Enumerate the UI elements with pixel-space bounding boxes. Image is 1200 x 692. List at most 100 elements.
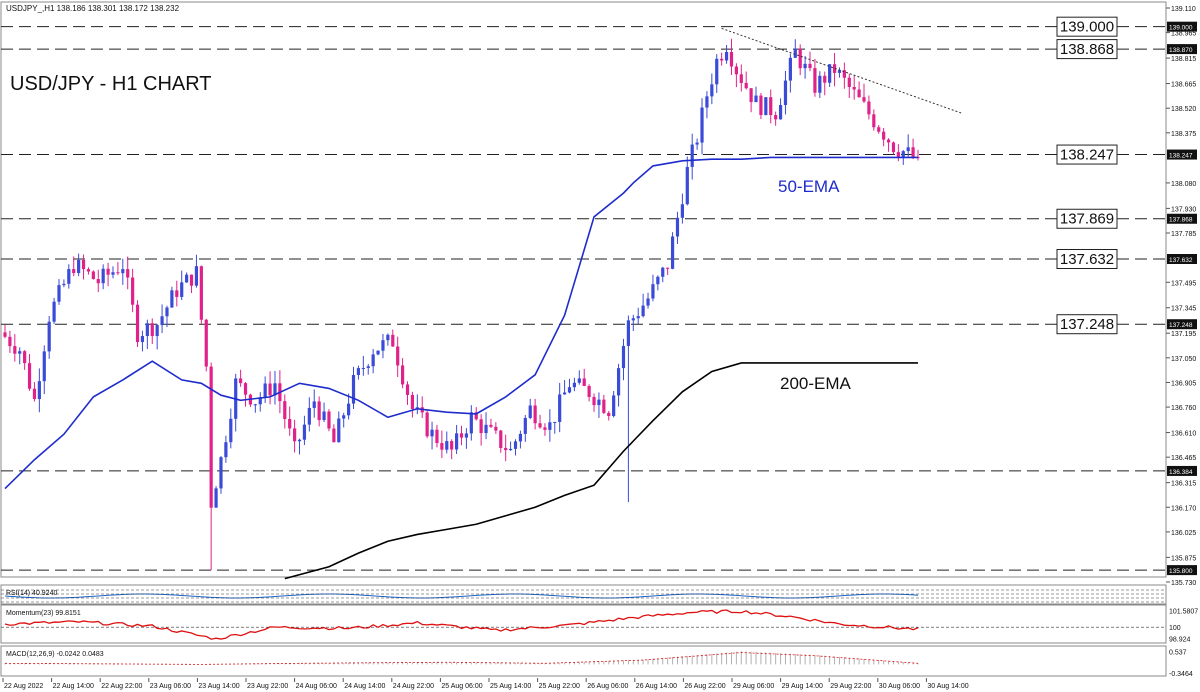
candle-body <box>724 52 729 61</box>
candle <box>131 268 135 313</box>
level-value: 137.248 <box>1060 316 1114 333</box>
candle-body <box>690 144 694 167</box>
candle-body <box>504 447 508 451</box>
rsi-label: RSI(14) 40.9240 <box>6 590 57 597</box>
candle <box>582 368 586 387</box>
y-tick-label: 138.080 <box>1171 181 1196 188</box>
candle <box>626 315 630 503</box>
candle <box>484 412 488 440</box>
candle <box>715 54 719 93</box>
candle-body <box>872 114 876 128</box>
momentum-pane-frame <box>0 604 1167 644</box>
candle-body <box>425 412 429 437</box>
candle <box>607 410 611 421</box>
candle-body <box>366 366 370 369</box>
candle-body <box>577 378 581 383</box>
chart-title: USD/JPY - H1 CHART <box>10 73 212 95</box>
candle-body <box>77 260 81 273</box>
y-tick-label: 138.815 <box>1171 56 1196 63</box>
level-box <box>1056 16 1118 37</box>
candle-body <box>121 269 125 274</box>
candle-body <box>818 75 822 93</box>
candle <box>793 39 797 59</box>
candle <box>646 292 650 309</box>
candle <box>273 371 277 405</box>
candle-body <box>636 316 640 319</box>
candle <box>96 269 100 292</box>
candle-body <box>592 396 596 406</box>
candle <box>528 398 532 420</box>
candle <box>685 156 689 206</box>
candle <box>297 438 302 455</box>
candle-body <box>258 397 262 405</box>
candle <box>911 138 915 160</box>
y-tick-label: 138.965 <box>1171 31 1196 38</box>
candle <box>37 368 41 413</box>
candle-body <box>602 399 606 413</box>
candle <box>268 371 272 405</box>
candle <box>180 270 184 301</box>
candle-body <box>410 394 415 409</box>
candle <box>32 382 37 402</box>
candle-body <box>587 385 591 397</box>
candle-body <box>700 107 704 143</box>
x-tick-label: 25 Aug 22:00 <box>539 683 580 690</box>
candle-body <box>342 415 346 419</box>
x-tick-label: 26 Aug 14:00 <box>636 683 677 690</box>
candle-body <box>101 268 105 284</box>
candle-body <box>13 346 17 354</box>
axis-price-tag <box>1167 44 1197 55</box>
candle-body <box>91 271 95 280</box>
axis-price-tag-text: 138.247 <box>1169 153 1193 160</box>
candle-body <box>391 334 395 347</box>
candle <box>410 391 415 418</box>
candle <box>327 409 331 432</box>
candle-body <box>32 388 37 400</box>
candle-body <box>297 439 302 442</box>
x-tick-label: 25 Aug 06:00 <box>441 683 482 690</box>
candle-body <box>199 266 203 320</box>
candle <box>636 307 640 325</box>
y-tick-label: 136.905 <box>1171 380 1196 387</box>
candle <box>764 96 768 116</box>
candle <box>214 486 218 508</box>
axis-price-tag-text: 138.870 <box>1169 47 1193 54</box>
candle-body <box>837 70 842 73</box>
candle <box>351 366 356 409</box>
x-tick-label: 23 Aug 06:00 <box>150 683 191 690</box>
level-value: 138.868 <box>1060 41 1114 58</box>
y-tick-label: 137.050 <box>1171 356 1196 363</box>
candle <box>700 98 704 155</box>
candle-body <box>317 401 321 421</box>
candle-body <box>145 323 149 337</box>
candle <box>91 270 95 280</box>
candle-body <box>597 399 601 406</box>
candle-body <box>744 82 748 89</box>
candle <box>862 83 866 104</box>
candle-body <box>715 58 719 85</box>
candle <box>857 81 861 98</box>
y-tick-label: 136.025 <box>1171 530 1196 537</box>
candle <box>872 109 876 131</box>
candle-body <box>42 351 46 382</box>
momentum-tick-label: 98.924 <box>1169 637 1191 644</box>
candle <box>616 363 621 407</box>
level-box <box>1056 208 1118 229</box>
candle <box>445 431 449 454</box>
candle-body <box>783 80 788 106</box>
candle-body <box>886 139 891 143</box>
y-tick-label: 136.610 <box>1171 431 1196 438</box>
candle <box>783 70 788 115</box>
candle <box>513 439 518 456</box>
x-tick-label: 24 Aug 06:00 <box>296 683 337 690</box>
candle <box>651 274 655 302</box>
candle <box>116 262 120 275</box>
macd-signal-line <box>4 652 919 665</box>
candle-body <box>283 401 287 419</box>
candle-body <box>562 392 567 395</box>
candle-body <box>106 268 110 275</box>
candle-body <box>126 269 130 278</box>
candle <box>553 421 557 434</box>
candle <box>464 428 469 449</box>
candle-body <box>180 282 184 297</box>
